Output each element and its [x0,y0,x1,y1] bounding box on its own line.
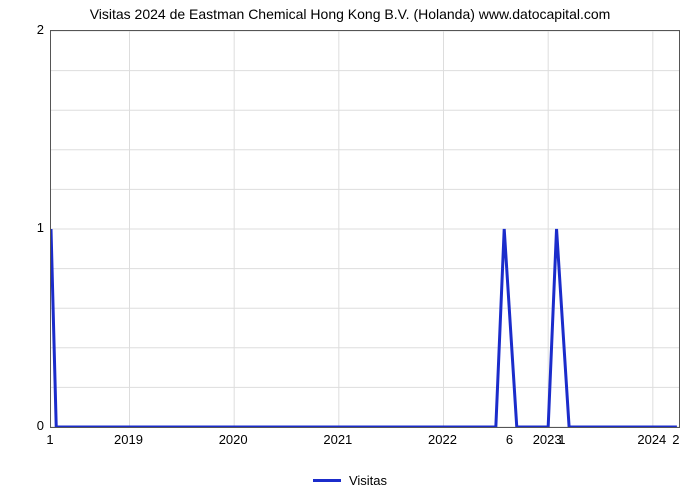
data-point-label: 1 [46,432,53,447]
gridlines [51,31,679,427]
y-tick-label: 0 [4,418,44,433]
x-tick-label: 2022 [428,432,457,447]
x-tick-label: 2020 [219,432,248,447]
legend-swatch [313,479,341,482]
y-tick-label: 2 [4,22,44,37]
plot-area [50,30,680,428]
chart-title: Visitas 2024 de Eastman Chemical Hong Ko… [0,6,700,22]
y-tick-label: 1 [4,220,44,235]
series-visitas [51,229,677,427]
visits-chart: Visitas 2024 de Eastman Chemical Hong Ko… [0,0,700,500]
x-tick-label: 2019 [114,432,143,447]
data-point-label: 1 [558,432,565,447]
plot-svg [51,31,679,427]
legend-label: Visitas [349,473,387,488]
chart-legend: Visitas [0,473,700,488]
x-tick-label: 2024 [637,432,666,447]
data-point-label: 2 [672,432,679,447]
x-tick-label: 2021 [323,432,352,447]
data-point-label: 6 [506,432,513,447]
